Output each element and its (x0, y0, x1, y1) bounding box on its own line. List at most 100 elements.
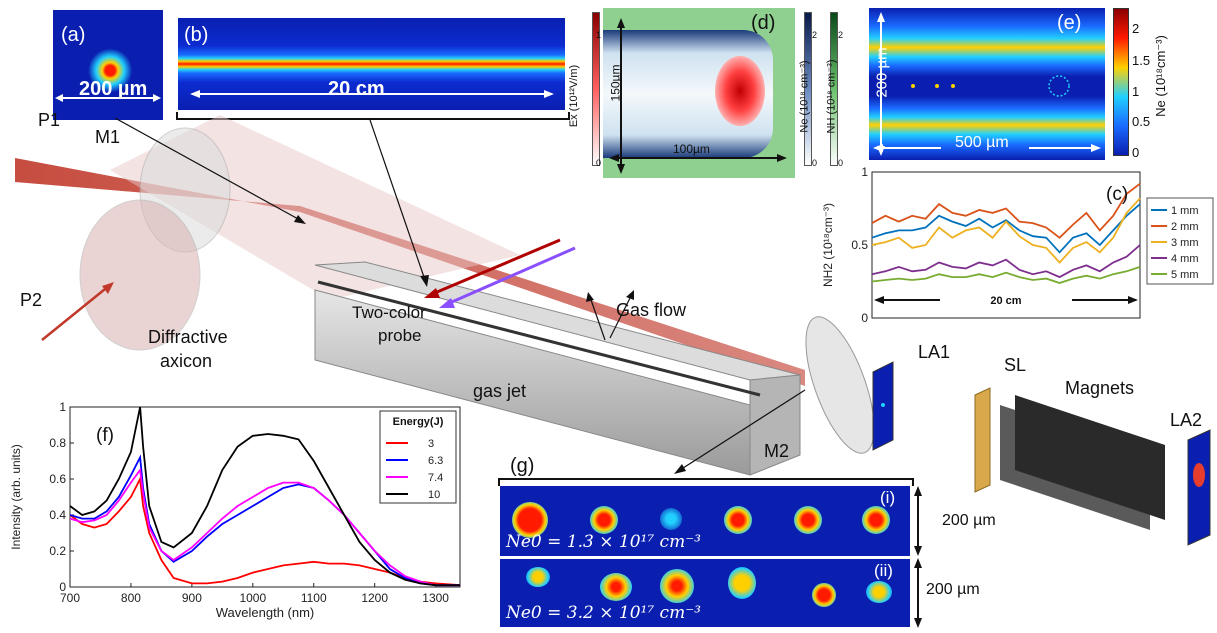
f-ylabel: Intensity (arb. units) (9, 444, 23, 549)
f-ytick-label: 0 (59, 580, 66, 594)
panel-g-row-i: (i) Ne0 = 1.3 × 10¹⁷ cm⁻³ (500, 486, 910, 556)
magnet-back (1015, 395, 1165, 520)
panel-e-colorbar (1113, 8, 1129, 156)
c-ytick-label: 0 (861, 311, 868, 325)
diffractive-axicon (79, 199, 201, 351)
c-ytick-label: 0.5 (851, 238, 868, 252)
label-axicon-line1: Diffractive (148, 327, 228, 347)
spot-i-6 (862, 506, 890, 534)
spot-ii-3 (660, 569, 694, 603)
panel-d-colorbar-ex-bottom: 0 (596, 158, 602, 168)
label-p2: P2 (20, 290, 43, 310)
spot-i-3 (660, 508, 682, 530)
f-legend-title: Energy(J) (393, 416, 444, 428)
label-la2: LA2 (1170, 410, 1203, 430)
f-xtick-label: 1100 (301, 591, 327, 605)
panel-f-chart: 0 0.2 0.4 0.6 0.8 1 700 800 900 1000 1100 1200 1300 W… (9, 400, 461, 620)
panel-g-scale-2: 200 µm (926, 581, 980, 598)
c-legend-label-3: 4 mm (1171, 253, 1199, 265)
c-span-arrowhead-right (1128, 296, 1138, 304)
panel-g-row-ii-tag: (ii) (874, 561, 893, 580)
panel-e-colorbar-tick-0: 0 (1132, 145, 1140, 160)
c-legend-label-1: 2 mm (1171, 221, 1199, 233)
panel-a-beam-image: (a) 200 µm (53, 10, 163, 120)
f-ytick-label: 1 (59, 400, 66, 414)
panel-g-row-i-tag: (i) (880, 488, 896, 507)
panel-d-colorbar-ex (592, 12, 600, 166)
spot-ii-2 (600, 573, 632, 601)
c-series-line-1 (871, 182, 1141, 239)
label-probe-line1: Two-color (352, 303, 426, 322)
label-gas-flow: Gas flow (616, 300, 687, 320)
panel-c-chart: 0 0.5 1 NH2 (10¹⁸cm⁻³) (c) 20 cm 1 mm 2 mm 3 mm 4… (821, 165, 1214, 325)
spot-i-2 (590, 506, 618, 534)
f-xtick-label: 800 (121, 591, 141, 605)
panel-d-colorbar-nh-top: 2 (838, 30, 844, 40)
panel-a-scale-arrow (55, 94, 161, 102)
panel-d-hscale-label: 100µm (673, 142, 710, 156)
spot-ii-6 (866, 581, 892, 603)
panel-d-colorbar-ne (804, 12, 812, 166)
probe-red-arrow (429, 238, 561, 297)
gas-jet-side (749, 374, 801, 476)
panel-d-colorbar-nh (830, 12, 838, 166)
panel-e-colorbar-tick-1-5: 1.5 (1132, 53, 1151, 68)
label-sl: SL (1004, 355, 1027, 375)
label-axicon-line2: axicon (160, 351, 213, 371)
f-legend-label-2: 7.4 (428, 472, 443, 484)
panel-e-letter: (e) (1057, 12, 1082, 34)
f-legend-label-0: 3 (428, 438, 434, 450)
panel-e-scale-arrows (873, 12, 1101, 156)
f-series-line-2 (69, 467, 460, 587)
panel-d-colorbar-ne-top: 2 (812, 30, 818, 40)
f-ytick-label: 0.2 (49, 544, 66, 558)
panel-g-scale-1: 200 µm (942, 512, 996, 529)
f-ytick-label: 0.6 (49, 472, 66, 486)
panel-g-letter: (g) (510, 455, 535, 477)
f-series-line-0 (69, 475, 461, 587)
c-series-line-3 (871, 244, 1141, 279)
f-xtick-label: 1000 (239, 591, 266, 605)
panel-b-scale-arrow (190, 90, 554, 98)
detector-la2 (1187, 429, 1211, 546)
panel-b-beam-image: (b) 20 cm (178, 18, 565, 110)
c-ytick-label: 1 (861, 165, 868, 179)
scintillator-sl (974, 387, 991, 493)
panel-e-colorbar-tick-1: 1 (1132, 84, 1140, 99)
label-probe-line2: probe (378, 326, 422, 345)
panel-b-bracket (176, 112, 570, 120)
c-legend-label-0: 1 mm (1171, 205, 1199, 217)
label-m1: M1 (95, 127, 121, 147)
label-magnets: Magnets (1065, 378, 1135, 398)
panel-g-bracket (498, 478, 914, 486)
panel-e-colorbar-tick-0-5: 0.5 (1132, 114, 1151, 129)
c-span-label: 20 cm (990, 295, 1021, 307)
f-legend-label-1: 6.3 (428, 455, 443, 467)
label-p1: P1 (38, 110, 61, 130)
spot-i-1 (512, 502, 548, 538)
panel-d-colorbar-ne-bottom: 0 (812, 158, 818, 168)
f-ytick-label: 0.4 (49, 508, 66, 522)
c-panel-letter: (c) (1106, 184, 1128, 205)
panel-g-row-i-density: Ne0 = 1.3 × 10¹⁷ cm⁻³ (506, 532, 701, 552)
panel-b-letter: (b) (184, 24, 209, 46)
panel-g-scale-arrows (914, 486, 922, 628)
panel-d-colorbar-ex-top: 1 (596, 30, 602, 40)
c-series-line-4 (871, 266, 1141, 284)
panel-d-letter: (d) (751, 12, 776, 34)
panel-d-field-map: (d) 150µm 100µm (603, 8, 795, 178)
panel-g-row-ii: (ii) Ne0 = 3.2 × 10¹⁷ cm⁻³ (500, 559, 910, 627)
label-gas-jet: gas jet (473, 381, 527, 401)
panel-d-pulse (715, 56, 765, 126)
f-xtick-label: 1300 (422, 591, 449, 605)
f-legend-label-3: 10 (428, 489, 440, 501)
panel-d-colorbar-nh-bottom: 0 (838, 158, 844, 168)
c-legend-label-4: 5 mm (1171, 269, 1199, 281)
f-legend-box (379, 410, 457, 504)
c-legend-label-2: 3 mm (1171, 237, 1199, 249)
f-xlabel: Wavelength (nm) (216, 605, 315, 620)
f-ytick-label: 0.8 (49, 436, 66, 450)
panel-g-row-ii-density: Ne0 = 3.2 × 10¹⁷ cm⁻³ (506, 603, 701, 623)
label-m2: M2 (764, 441, 790, 461)
panel-a-scale-label: 200 µm (79, 78, 148, 100)
